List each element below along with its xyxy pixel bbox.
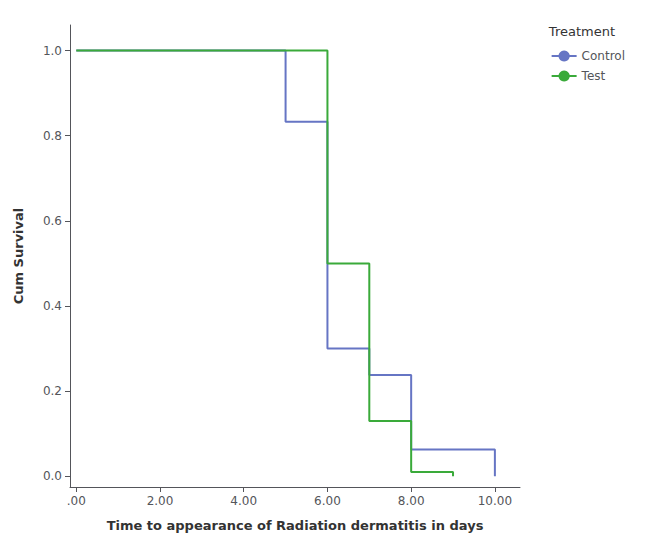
svg-text:Time to appearance of Radiatio: Time to appearance of Radiation dermatit… (107, 518, 484, 533)
svg-text:4.00: 4.00 (230, 494, 257, 508)
svg-text:Control: Control (582, 49, 625, 63)
svg-text:Cum Survival: Cum Survival (11, 208, 26, 305)
svg-text:Test: Test (581, 69, 606, 83)
svg-text:0.0: 0.0 (43, 469, 62, 483)
svg-text:0.6: 0.6 (43, 214, 62, 228)
svg-text:0.4: 0.4 (43, 299, 62, 313)
svg-text:Treatment: Treatment (548, 24, 615, 39)
svg-text:0.2: 0.2 (43, 384, 62, 398)
svg-text:1.0: 1.0 (43, 44, 62, 58)
svg-text:10.00: 10.00 (478, 494, 512, 508)
svg-text:2.00: 2.00 (147, 494, 174, 508)
svg-text:.00: .00 (67, 494, 86, 508)
svg-text:6.00: 6.00 (314, 494, 341, 508)
svg-text:8.00: 8.00 (398, 494, 425, 508)
svg-text:0.8: 0.8 (43, 129, 62, 143)
